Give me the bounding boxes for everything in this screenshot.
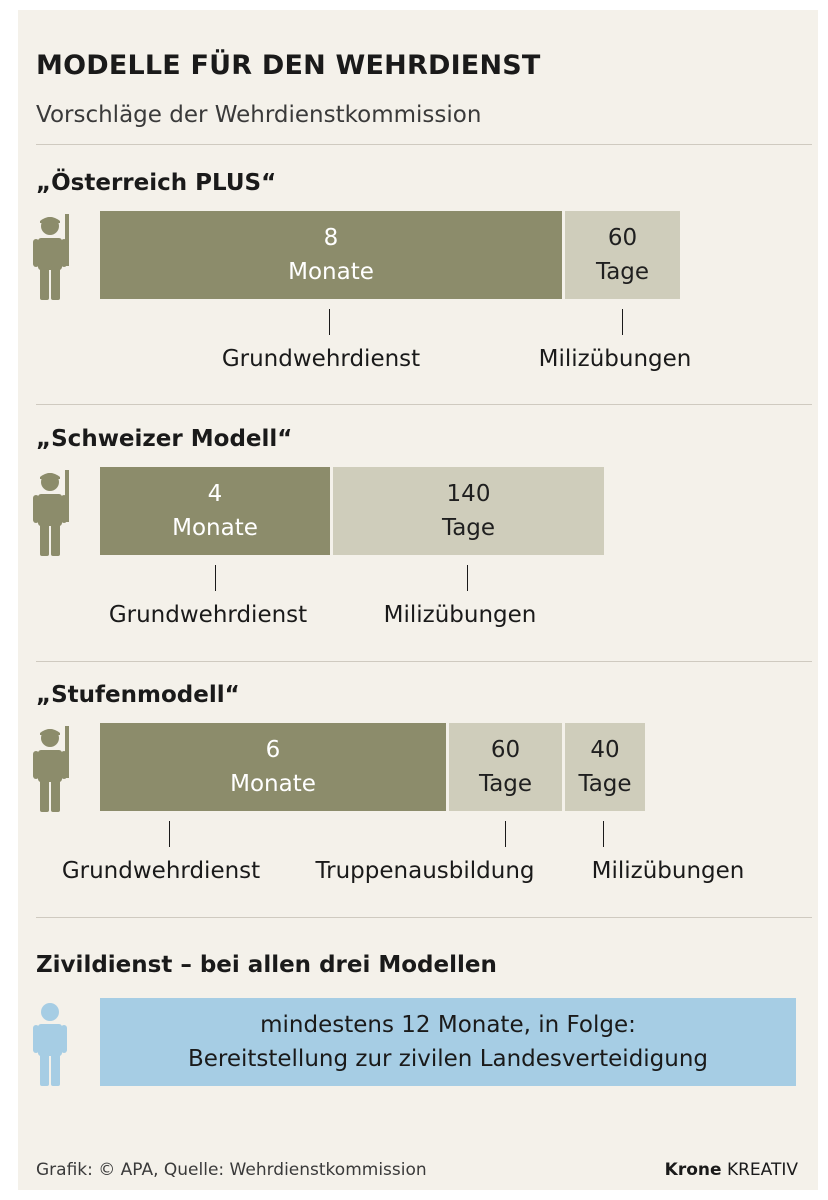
segment-label: Milizübungen — [591, 858, 745, 884]
bar-value: 140 — [446, 481, 491, 507]
bar-grundwehrdienst: 4 Monate — [100, 467, 330, 555]
brand-bold: Krone — [664, 1160, 722, 1180]
person-icon — [32, 998, 76, 1088]
brand-logo: Krone KREATIV — [665, 1160, 798, 1180]
label-tick — [622, 309, 623, 335]
bar-unit: Monate — [230, 771, 316, 797]
segment-label: Grundwehrdienst — [108, 602, 308, 628]
bar-value: 6 — [265, 737, 281, 763]
model-title: „Österreich PLUS“ — [36, 170, 277, 196]
model-title: „Schweizer Modell“ — [36, 426, 293, 452]
label-tick — [467, 565, 468, 591]
bar-value: 8 — [323, 225, 339, 251]
soldier-icon — [32, 468, 76, 558]
bar-truppenausbildung: 60 Tage — [449, 723, 562, 811]
zivildienst-box: mindestens 12 Monate, in Folge: Bereitst… — [100, 998, 796, 1086]
soldier-icon — [32, 212, 76, 302]
bar-value: 40 — [590, 737, 620, 763]
bar-unit: Tage — [441, 515, 496, 541]
bar-value: 4 — [207, 481, 223, 507]
bar-grundwehrdienst: 6 Monate — [100, 723, 446, 811]
bar-grundwehrdienst: 8 Monate — [100, 211, 562, 299]
page-title: MODELLE FÜR DEN WEHRDIENST — [36, 50, 541, 81]
divider — [36, 404, 812, 405]
label-tick — [603, 821, 604, 847]
bar-unit: Tage — [578, 771, 632, 797]
brand-light: KREATIV — [726, 1160, 798, 1180]
bar-value: 60 — [490, 737, 521, 763]
source-credit: Grafik: © APA, Quelle: Wehrdienstkommiss… — [36, 1160, 427, 1180]
segment-label: Milizübungen — [538, 346, 692, 372]
label-tick — [215, 565, 216, 591]
zivildienst-title: Zivildienst – bei allen drei Modellen — [36, 952, 497, 978]
zivildienst-line-1: mindestens 12 Monate, in Folge: — [260, 1012, 636, 1038]
divider — [36, 661, 812, 662]
segment-label: Grundwehrdienst — [221, 346, 421, 372]
label-tick — [329, 309, 330, 335]
segment-label: Grundwehrdienst — [61, 858, 261, 884]
bar-unit: Monate — [288, 259, 374, 285]
bar-unit: Tage — [595, 259, 650, 285]
bar-milizuebungen: 140 Tage — [333, 467, 604, 555]
label-tick — [169, 821, 170, 847]
bar-unit: Tage — [478, 771, 533, 797]
divider — [36, 144, 812, 145]
label-tick — [505, 821, 506, 847]
bar-milizuebungen: 40 Tage — [565, 723, 645, 811]
segment-label: Milizübungen — [383, 602, 537, 628]
segment-label: Truppenausbildung — [315, 858, 535, 884]
bar-milizuebungen: 60 Tage — [565, 211, 680, 299]
soldier-icon — [32, 724, 76, 814]
divider — [36, 917, 812, 918]
zivildienst-line-2: Bereitstellung zur zivilen Landesverteid… — [187, 1046, 709, 1072]
model-title: „Stufenmodell“ — [36, 682, 240, 708]
bar-unit: Monate — [172, 515, 258, 541]
page-subtitle: Vorschläge der Wehrdienstkommission — [36, 102, 482, 128]
bar-value: 60 — [607, 225, 638, 251]
infographic-card: MODELLE FÜR DEN WEHRDIENST Vorschläge de… — [18, 10, 818, 1190]
